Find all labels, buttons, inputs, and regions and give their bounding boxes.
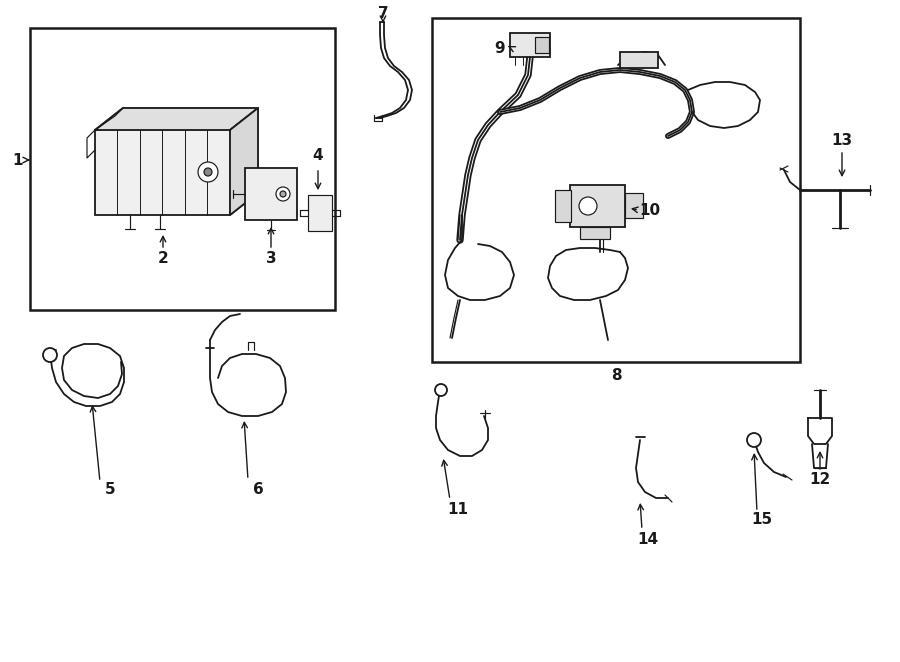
Circle shape (198, 162, 218, 182)
Text: 3: 3 (266, 250, 276, 265)
Text: 5: 5 (104, 483, 115, 498)
Circle shape (43, 348, 57, 362)
Bar (308, 195, 332, 231)
Text: 4: 4 (312, 148, 323, 162)
Text: 7: 7 (378, 5, 388, 21)
Text: 13: 13 (832, 132, 852, 148)
Text: 1: 1 (13, 152, 23, 167)
Bar (510, 33, 550, 57)
Bar (30, 28, 335, 310)
Bar (245, 168, 297, 220)
Text: 9: 9 (495, 40, 505, 56)
Circle shape (435, 384, 447, 396)
Circle shape (276, 187, 290, 201)
Bar (535, 37, 549, 53)
Bar (620, 52, 658, 68)
Bar (432, 18, 800, 362)
Text: 6: 6 (253, 483, 264, 498)
Text: 11: 11 (447, 502, 469, 518)
Circle shape (579, 197, 597, 215)
Text: 14: 14 (637, 532, 659, 547)
Polygon shape (95, 108, 258, 130)
Text: 12: 12 (809, 473, 831, 487)
Bar (555, 190, 571, 222)
Text: 8: 8 (611, 367, 621, 383)
Bar (580, 227, 610, 239)
Polygon shape (230, 108, 258, 215)
Bar (625, 193, 643, 218)
Text: 2: 2 (158, 250, 168, 265)
Circle shape (747, 433, 761, 447)
Bar (570, 185, 625, 227)
Bar (95, 130, 230, 215)
Circle shape (280, 191, 286, 197)
Circle shape (204, 168, 212, 176)
Text: 10: 10 (639, 203, 661, 218)
Text: 15: 15 (752, 512, 772, 528)
